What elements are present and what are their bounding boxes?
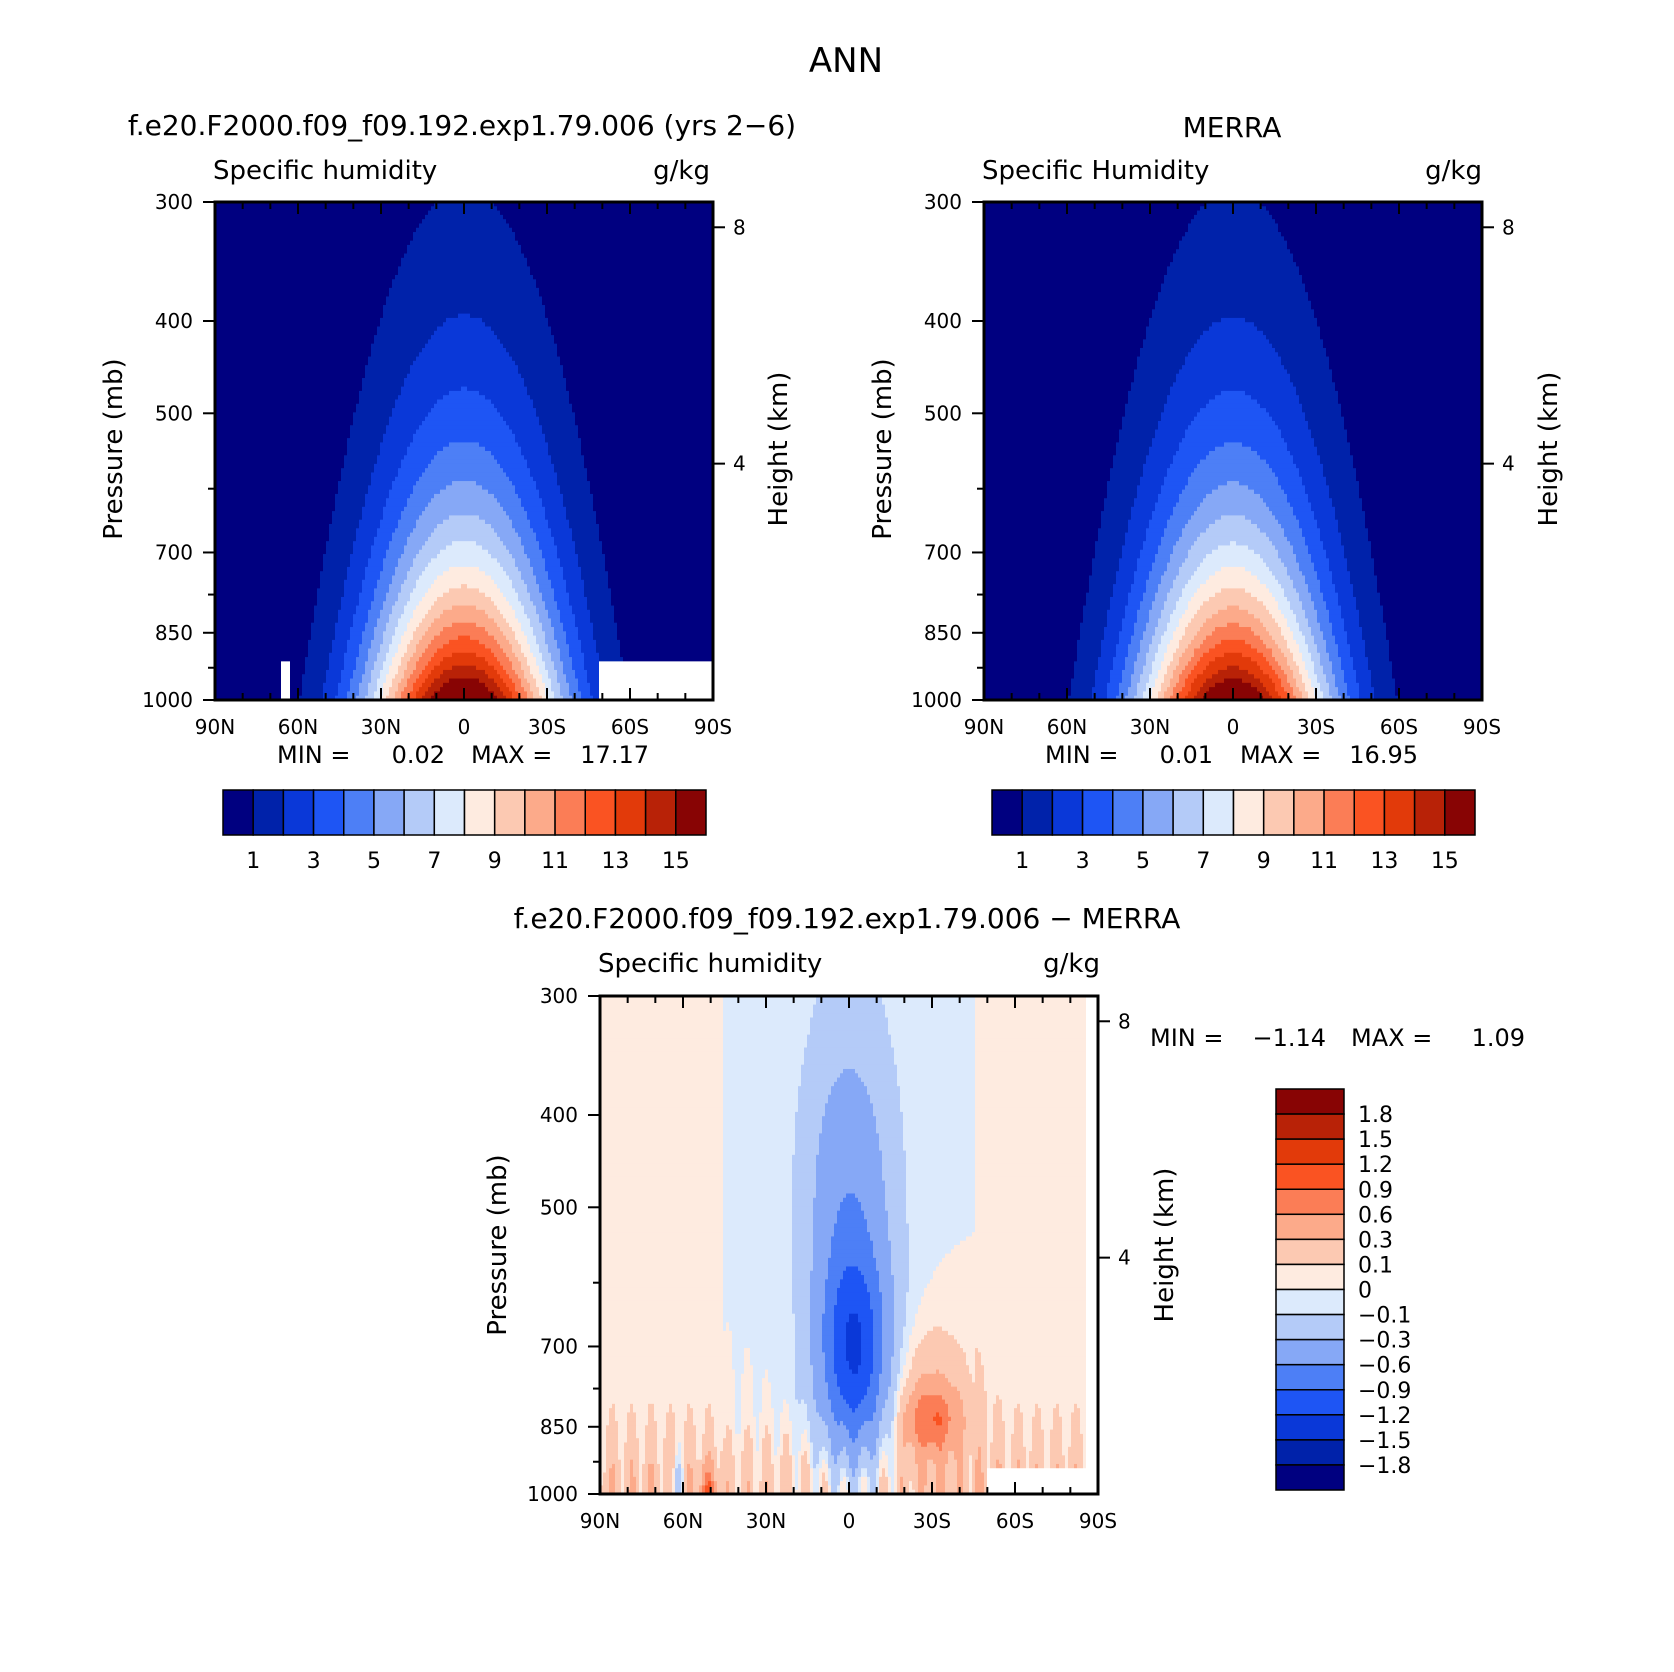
figure-title: ANN xyxy=(809,41,883,81)
panel-model-ylabel-right: Height (km) xyxy=(764,372,794,527)
panel-model: f.e20.F2000.f09_f09.192.exp1.79.006 (yrs… xyxy=(99,109,796,874)
panel-model-field xyxy=(215,202,714,701)
panel-model-title: f.e20.F2000.f09_f09.192.exp1.79.006 (yrs… xyxy=(128,109,796,142)
panel-model-subtitle: Specific humidity xyxy=(213,156,437,186)
panel-model-ylabel: Pressure (mb) xyxy=(99,358,129,539)
panel-model-units: g/kg xyxy=(653,156,710,186)
